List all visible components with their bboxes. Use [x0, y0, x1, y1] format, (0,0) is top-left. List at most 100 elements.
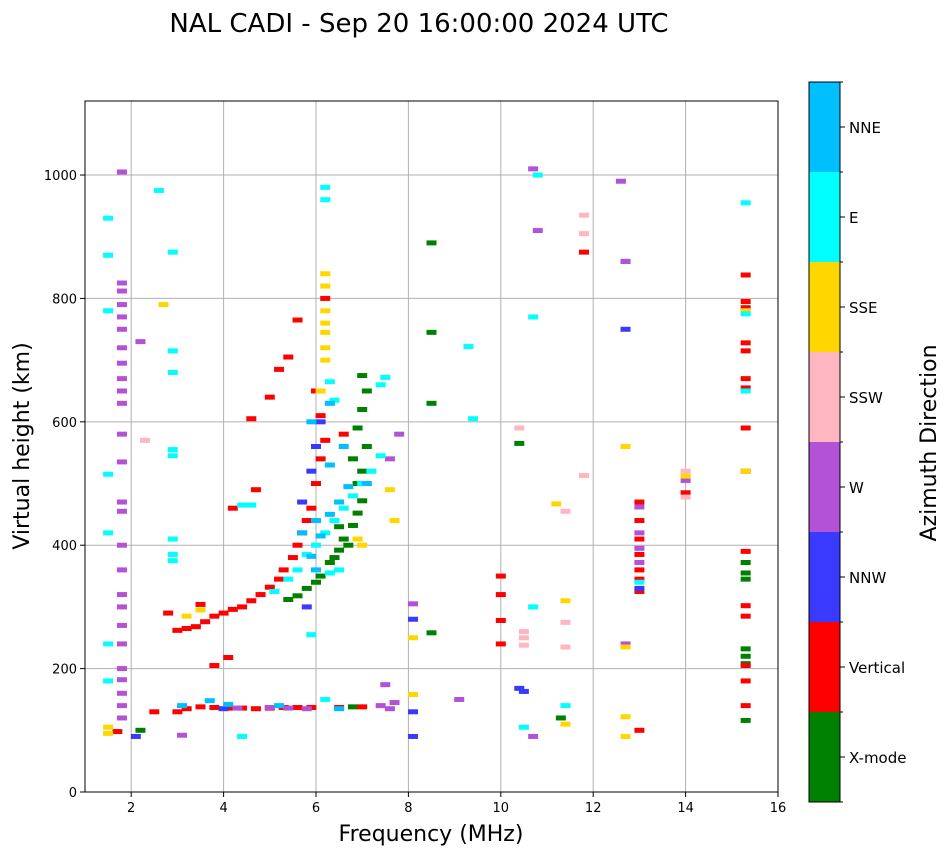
data-point: [237, 604, 248, 610]
data-point: [408, 709, 419, 715]
data-point: [274, 576, 285, 582]
data-point: [338, 536, 349, 542]
data-point: [495, 573, 506, 579]
data-point: [334, 706, 345, 712]
colorbar-segment: [809, 352, 840, 442]
data-point: [116, 641, 127, 647]
data-point: [320, 283, 331, 289]
data-point: [320, 357, 331, 363]
data-point: [297, 499, 308, 505]
data-point: [518, 629, 529, 635]
data-point: [135, 339, 146, 345]
data-point: [223, 655, 234, 661]
data-point: [334, 499, 345, 505]
data-point: [375, 453, 386, 459]
colorbar-segment: [809, 262, 840, 352]
data-point: [103, 724, 114, 730]
x-tick-label: 12: [585, 801, 602, 816]
colorbar-segment: [809, 442, 840, 532]
data-point: [103, 252, 114, 258]
data-point: [634, 559, 645, 565]
data-point: [532, 172, 543, 178]
data-point: [578, 472, 589, 478]
data-point: [292, 704, 303, 710]
data-point: [352, 510, 363, 516]
data-point: [560, 721, 571, 727]
data-point: [426, 240, 437, 246]
x-tick-label: 16: [770, 801, 787, 816]
data-point: [740, 311, 751, 317]
data-point: [320, 184, 331, 190]
data-point: [204, 698, 215, 704]
data-point: [740, 200, 751, 206]
data-point: [357, 542, 368, 548]
data-point: [389, 518, 400, 524]
data-point: [347, 456, 358, 462]
series-nne: [177, 400, 372, 712]
data-point: [116, 592, 127, 598]
data-point: [167, 447, 178, 453]
data-point: [320, 308, 331, 314]
data-point: [116, 508, 127, 514]
data-point: [518, 642, 529, 648]
colorbar-segment: [809, 532, 840, 622]
data-point: [634, 499, 645, 505]
data-point: [334, 567, 345, 573]
data-point: [740, 348, 751, 354]
data-point: [301, 585, 312, 591]
y-axis-label: Virtual height (km): [10, 342, 35, 549]
colorbar: X-mode Vertical NNW W SSW SSE E NNE: [808, 81, 906, 803]
data-point: [338, 505, 349, 511]
data-point: [116, 604, 127, 610]
data-point: [227, 606, 238, 612]
data-point: [167, 551, 178, 557]
data-point: [116, 388, 127, 394]
data-point: [320, 345, 331, 351]
x-tick-label: 10: [493, 801, 510, 816]
data-point: [264, 704, 275, 710]
data-point: [200, 619, 211, 625]
data-point: [116, 715, 127, 721]
data-point: [740, 272, 751, 278]
data-point: [495, 592, 506, 598]
x-tick-label: 6: [312, 801, 320, 816]
series-x-mode: [135, 240, 751, 733]
data-point: [380, 374, 391, 380]
data-point: [177, 732, 188, 738]
data-point: [167, 369, 178, 375]
data-point: [528, 604, 539, 610]
data-point: [218, 706, 229, 712]
data-point: [408, 616, 419, 622]
data-point: [366, 468, 377, 474]
data-point: [246, 502, 257, 508]
data-point: [172, 709, 183, 715]
data-point: [740, 559, 751, 565]
data-point: [103, 678, 114, 684]
data-point: [315, 388, 326, 394]
data-point: [740, 385, 751, 391]
x-tick-label: 4: [219, 801, 227, 816]
data-point: [634, 545, 645, 551]
data-point: [301, 706, 312, 712]
data-point: [232, 705, 243, 711]
series-ssw: [140, 212, 691, 650]
data-point: [135, 727, 146, 733]
data-point: [551, 501, 562, 507]
data-point: [528, 166, 539, 172]
data-point: [361, 444, 372, 449]
data-point: [116, 666, 127, 672]
data-point: [620, 444, 631, 449]
data-point: [740, 576, 751, 582]
data-point: [375, 382, 386, 388]
data-point: [634, 530, 645, 536]
data-point: [158, 302, 169, 308]
data-point: [334, 524, 345, 530]
data-point: [116, 703, 127, 709]
y-tick-label: 800: [52, 292, 77, 307]
data-point: [103, 471, 114, 477]
data-point: [167, 453, 178, 459]
data-point: [634, 504, 645, 510]
data-point: [740, 305, 751, 311]
x-axis-label: Frequency (MHz): [339, 822, 524, 847]
data-point: [292, 542, 303, 548]
